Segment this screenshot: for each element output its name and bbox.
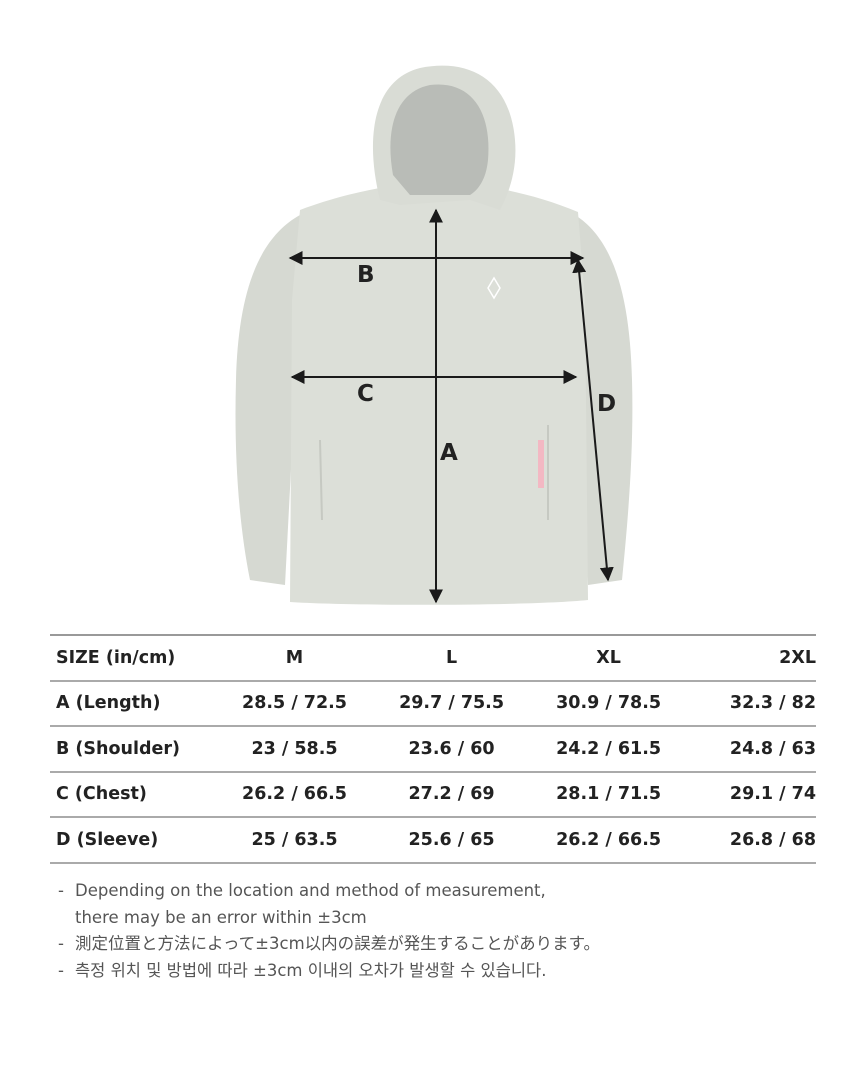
cell: 25.6 / 65 <box>408 829 495 850</box>
note-japanese: - 測定位置と方法によって±3cm以内の誤差が発生することがあります。 <box>58 931 600 958</box>
measurement-arrows <box>288 208 614 604</box>
header-l: L <box>445 647 458 668</box>
row-label: C (Chest) <box>56 784 147 805</box>
cell: 23.6 / 60 <box>408 738 495 759</box>
jacket-illustration <box>235 65 633 605</box>
jacket-body <box>235 65 633 605</box>
note-line: 측정 위치 및 방법에 따라 ±3cm 이내의 오차가 발생할 수 있습니다. <box>75 960 547 980</box>
label-a: A <box>440 440 458 466</box>
row-label: D (Sleeve) <box>56 829 159 850</box>
cell: 25 / 63.5 <box>251 829 338 850</box>
cell: 28.5 / 72.5 <box>242 693 347 714</box>
size-table: SIZE (in/cm) M L XL 2XL A (Length) 28.5 … <box>50 634 816 864</box>
cell: 23 / 58.5 <box>251 738 338 759</box>
header-xl: XL <box>596 647 621 668</box>
note-dash: - <box>58 934 64 953</box>
cell: 29.7 / 75.5 <box>399 693 505 714</box>
cell: 30.9 / 78.5 <box>556 693 662 714</box>
cell: 32.3 / 82 <box>729 693 816 714</box>
cell: 29.1 / 74 <box>729 784 816 805</box>
cell: 26.2 / 66.5 <box>556 829 662 850</box>
cell: 24.2 / 61.5 <box>556 738 662 759</box>
cell: 26.2 / 66.5 <box>242 784 347 805</box>
cell: 26.8 / 68 <box>729 829 816 850</box>
note-line: 測定位置と方法によって±3cm以内の誤差が発生することがあります。 <box>75 934 600 953</box>
label-d: D <box>597 391 617 417</box>
table-row: C (Chest) 26.2 / 66.5 27.2 / 69 28.1 / 7… <box>50 772 816 817</box>
table-row: B (Shoulder) 23 / 58.5 23.6 / 60 24.2 / … <box>50 726 816 772</box>
note-english: - Depending on the location and method o… <box>58 878 600 931</box>
header-2xl: 2XL <box>779 647 816 668</box>
table-row: D (Sleeve) 25 / 63.5 25.6 / 65 26.2 / 66… <box>50 817 816 863</box>
note-line: there may be an error within ±3cm <box>75 907 367 927</box>
jacket-measurement-diagram: B C A D <box>235 65 633 605</box>
note-line: Depending on the location and method of … <box>75 881 546 900</box>
note-dash: - <box>58 960 64 980</box>
arrow-d <box>572 258 614 582</box>
label-b: B <box>357 262 375 288</box>
row-label: B (Shoulder) <box>56 738 180 759</box>
note-dash: - <box>58 881 64 900</box>
label-c: C <box>357 381 374 407</box>
row-label: A (Length) <box>56 693 161 714</box>
measurement-notes: - Depending on the location and method o… <box>58 878 600 984</box>
cell: 27.2 / 69 <box>408 784 495 805</box>
cell: 28.1 / 71.5 <box>556 784 662 805</box>
header-m: M <box>285 647 304 668</box>
table-header-row: SIZE (in/cm) M L XL 2XL <box>50 635 816 681</box>
note-korean: - 측정 위치 및 방법에 따라 ±3cm 이내의 오차가 발생할 수 있습니다… <box>58 958 600 985</box>
cell: 24.8 / 63 <box>729 738 816 759</box>
header-size: SIZE (in/cm) <box>56 647 176 668</box>
table-row: A (Length) 28.5 / 72.5 29.7 / 75.5 30.9 … <box>50 681 816 726</box>
